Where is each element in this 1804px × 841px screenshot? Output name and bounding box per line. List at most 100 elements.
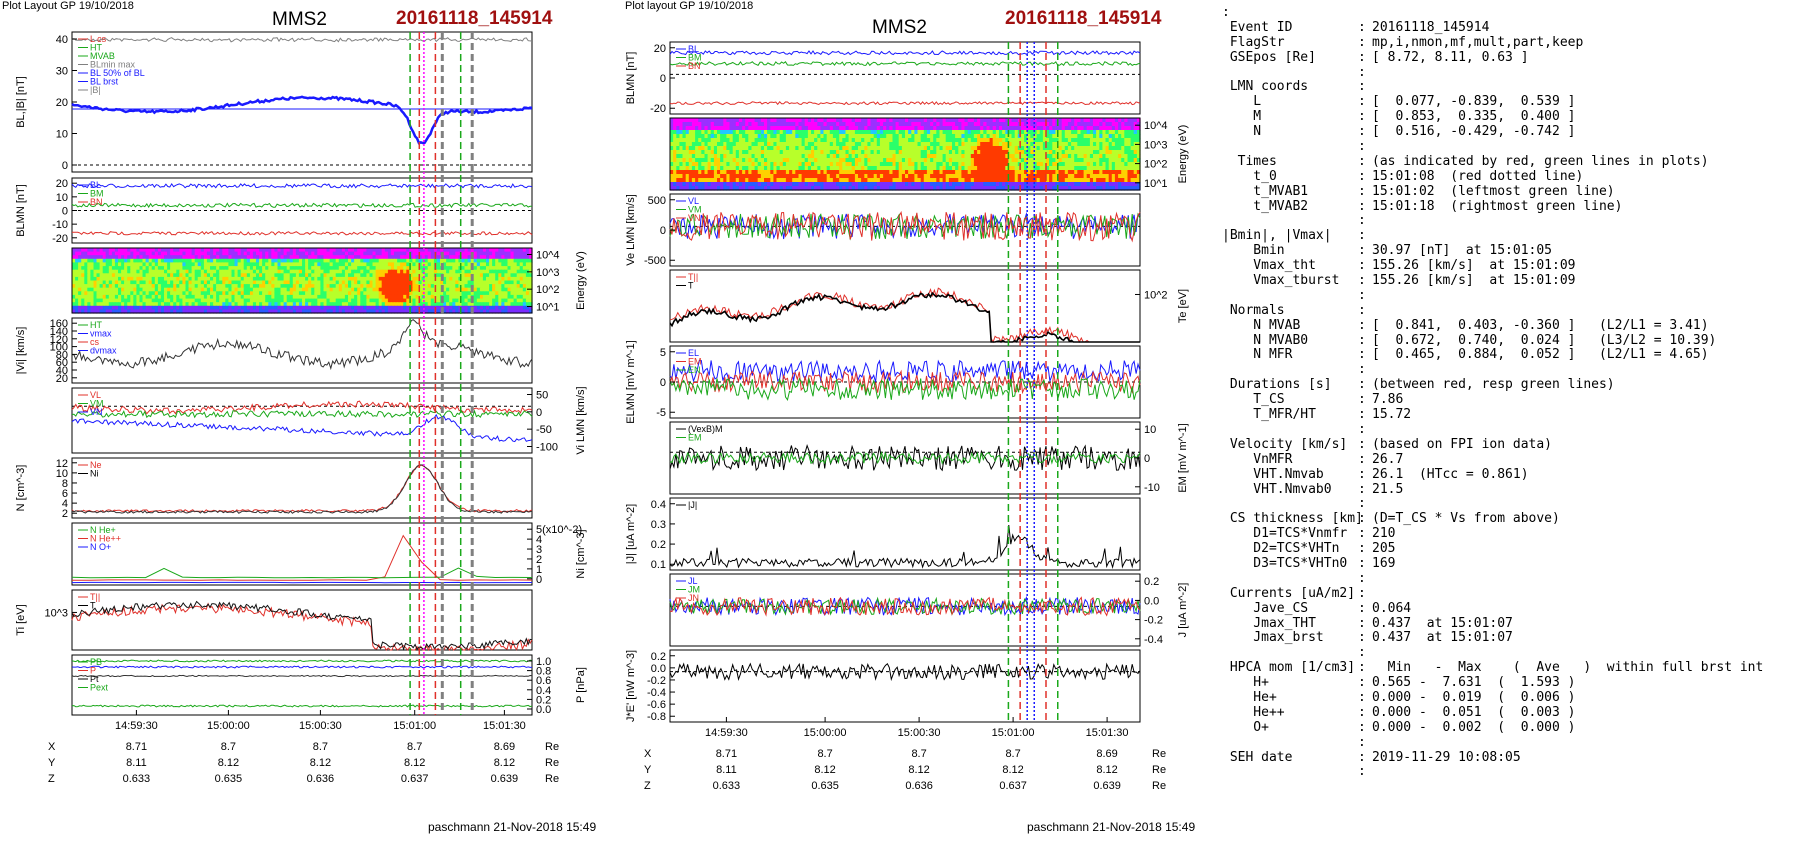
- spectrogram-cell: [305, 287, 309, 292]
- spectrogram-cell: [427, 276, 432, 282]
- spectrogram-cell: [977, 130, 981, 135]
- spectrogram-cell: [283, 251, 288, 256]
- spectrogram-cell: [323, 309, 328, 314]
- spectrogram-cell: [883, 150, 887, 155]
- spectrogram-cell: [84, 258, 88, 263]
- spectrogram-cell: [967, 130, 972, 135]
- spectrogram-cell: [1105, 130, 1110, 135]
- spectrogram-cell: [308, 248, 312, 253]
- spectrogram-cell: [136, 287, 141, 292]
- spectrogram-cell: [510, 280, 515, 285]
- spectrogram-cell: [1071, 142, 1075, 147]
- spectrogram-cell: [446, 284, 450, 289]
- spectrogram-cell: [387, 287, 392, 292]
- spectrogram-cell: [489, 258, 493, 263]
- spectrogram-cell: [394, 269, 398, 274]
- spectrogram-cell: [256, 276, 260, 282]
- spectrogram-cell: [139, 280, 144, 285]
- spectrogram-cell: [958, 150, 962, 155]
- spectrogram-cell: [305, 266, 309, 271]
- spectrogram-cell: [1027, 138, 1031, 143]
- spectrogram-cell: [443, 298, 447, 303]
- spectrogram-cell: [130, 309, 134, 314]
- spectrogram-cell: [148, 280, 153, 285]
- spectrogram-cell: [958, 118, 962, 123]
- spectrogram-cell: [157, 269, 162, 274]
- spectrogram-cell: [864, 126, 868, 131]
- spectrogram-cell: [167, 291, 171, 296]
- spectrogram-cell: [682, 154, 687, 159]
- spectrogram-cell: [274, 280, 279, 285]
- spectrogram-cell: [188, 258, 193, 263]
- spectrogram-cell: [283, 309, 288, 314]
- spectrogram-cell: [176, 255, 180, 260]
- spectrogram-cell: [1033, 162, 1038, 167]
- spectrogram-cell: [519, 258, 524, 263]
- spectrogram-cell: [948, 122, 953, 127]
- spectrogram-cell: [139, 251, 144, 256]
- spectrogram-cell: [923, 146, 928, 151]
- spectrogram-cell: [773, 122, 778, 127]
- spectrogram-cell: [792, 142, 796, 147]
- spectrogram-cell: [213, 305, 217, 310]
- spectrogram-cell: [412, 251, 417, 256]
- spectrogram-cell: [436, 294, 441, 300]
- spectrogram-cell: [157, 284, 162, 289]
- spectrogram-cell: [121, 262, 125, 267]
- spectrogram-cell: [898, 154, 903, 159]
- spectrogram-cell: [489, 266, 493, 271]
- spectrogram-cell: [176, 298, 180, 303]
- spectrogram-cell: [811, 130, 815, 135]
- spectrogram-cell: [1118, 126, 1122, 131]
- spectrogram-cell: [206, 294, 211, 300]
- spectrogram-cell: [876, 170, 881, 175]
- spectrogram-cell: [473, 248, 478, 253]
- spectrogram-cell: [335, 273, 340, 278]
- spectrogram-cell: [773, 158, 778, 163]
- spectrogram-cell: [1083, 162, 1088, 167]
- spectrogram-cell: [1121, 142, 1125, 147]
- spectrogram-cell: [219, 248, 223, 253]
- spectrogram-cell: [357, 251, 361, 256]
- spectrogram-cell: [1030, 158, 1034, 163]
- spectrogram-cell: [1067, 166, 1072, 171]
- spectrogram-cell: [320, 284, 325, 289]
- spectrogram-cell: [486, 284, 490, 289]
- spectrogram-cell: [252, 287, 257, 292]
- spectrogram-cell: [486, 269, 490, 274]
- spectrogram-cell: [1039, 154, 1044, 159]
- spectrogram-cell: [1105, 158, 1110, 163]
- spectrogram-cell: [375, 269, 380, 274]
- spectrogram-cell: [528, 262, 533, 267]
- spectrogram-cell: [467, 269, 472, 274]
- spectrogram-cell: [412, 294, 417, 300]
- spectrogram-cell: [948, 162, 953, 167]
- spectrogram-cell: [363, 309, 367, 314]
- spectrogram-cell: [381, 305, 386, 310]
- spectrogram-cell: [99, 305, 104, 310]
- spectrogram-cell: [1130, 118, 1135, 123]
- spectrogram-cell: [105, 258, 110, 263]
- spectrogram-cell: [939, 130, 944, 135]
- spectrogram-cell: [1136, 154, 1141, 159]
- spectrogram-cell: [84, 273, 88, 278]
- spectrogram-cell: [845, 130, 850, 135]
- spectrogram-cell: [826, 150, 831, 155]
- spectrogram-cell: [776, 162, 781, 167]
- spectrogram-cell: [409, 248, 413, 253]
- spectrogram-cell: [948, 138, 953, 143]
- spectrogram-cell: [798, 162, 803, 167]
- spectrogram-cell: [1030, 126, 1034, 131]
- spectrogram-cell: [210, 302, 214, 307]
- spectrogram-cell: [406, 294, 410, 300]
- spectrogram-cell: [895, 150, 900, 155]
- spectrogram-cell: [933, 170, 937, 175]
- spectrogram-cell: [785, 126, 790, 131]
- spectrogram-cell: [845, 158, 850, 163]
- spectrogram-cell: [1067, 162, 1072, 167]
- spectrogram-cell: [228, 248, 233, 253]
- spectrogram-cell: [1008, 142, 1013, 147]
- spectrogram-cell: [817, 162, 821, 167]
- spectrogram-cell: [90, 266, 95, 271]
- spectrogram-cell: [461, 248, 466, 253]
